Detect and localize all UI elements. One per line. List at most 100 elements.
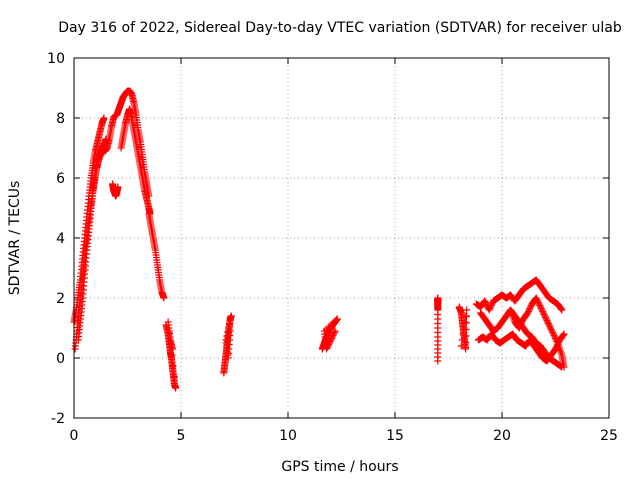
data-point: [462, 339, 470, 346]
data-point: [558, 306, 566, 314]
x-tick-labels: 0 5 10 15 20 25: [70, 428, 618, 444]
series-rise-3: [74, 135, 110, 344]
x-tick-label: 20: [493, 428, 511, 444]
data-point: [526, 305, 534, 312]
data-point: [325, 341, 333, 348]
data-point: [537, 303, 545, 311]
data-point: [168, 345, 176, 353]
x-tick-label: 15: [386, 428, 404, 444]
y-tick-label: 6: [56, 171, 65, 187]
data-point: [534, 299, 542, 306]
data-point: [330, 329, 338, 336]
data-point: [537, 305, 545, 312]
data-point: [487, 303, 495, 311]
data-point: [553, 338, 561, 345]
series-late-upper: [472, 276, 566, 314]
data-point: [326, 338, 334, 345]
data-point: [549, 330, 557, 338]
y-tick-label: 8: [56, 111, 65, 127]
data-point: [434, 357, 442, 365]
data-point: [459, 330, 467, 338]
data-point: [169, 362, 177, 370]
data-point: [560, 330, 568, 338]
data-point: [487, 302, 495, 309]
data-point: [534, 297, 542, 305]
data-point: [524, 309, 532, 317]
data-point: [225, 324, 233, 332]
y-tick-label: 2: [56, 291, 65, 307]
gridlines: [74, 58, 609, 418]
data-point: [324, 342, 332, 350]
data-point: [524, 308, 532, 315]
data-point: [460, 324, 468, 332]
data-point: [548, 327, 556, 335]
data-point: [331, 327, 339, 335]
data-point: [525, 306, 533, 314]
data-point: [100, 114, 108, 122]
data-point: [536, 302, 544, 309]
series-decline: [145, 210, 168, 302]
data-point: [539, 309, 547, 317]
data-point: [543, 317, 551, 324]
data-point: [227, 312, 235, 320]
x-tick-label: 5: [177, 428, 186, 444]
data-point: [552, 336, 560, 344]
data-point: [226, 316, 234, 324]
data-point: [542, 315, 550, 323]
data-point: [544, 320, 552, 327]
data-point: [160, 294, 168, 302]
series-pass-7.2: [220, 312, 235, 377]
x-axis-title: GPS time / hours: [281, 459, 398, 475]
x-tick-label: 25: [600, 428, 618, 444]
y-tick-label: 0: [56, 351, 65, 367]
series-pass-18.2: [455, 303, 471, 353]
data-point: [458, 336, 466, 344]
data-point: [462, 345, 470, 353]
x-tick-label: 0: [70, 428, 79, 444]
data-point: [330, 330, 338, 338]
data-point: [539, 308, 547, 315]
data-point: [463, 306, 471, 314]
x-tick-label: 10: [279, 428, 297, 444]
data-point: [462, 312, 470, 320]
series-cluster-1.9: [109, 180, 122, 200]
data-point: [102, 135, 110, 143]
data-point: [547, 326, 555, 333]
data-point: [559, 331, 567, 339]
data-point: [558, 363, 566, 371]
data-point: [557, 305, 565, 313]
y-tick-label: -2: [51, 411, 65, 427]
data-point: [226, 320, 234, 328]
data-point: [544, 318, 552, 326]
series-late-diag: [507, 306, 566, 371]
data-point: [486, 305, 494, 312]
chart-title: Day 316 of 2022, Sidereal Day-to-day VTE…: [58, 20, 622, 36]
data-point: [485, 306, 493, 314]
y-tick-labels: -2 0 2 4 6 8 10: [47, 51, 65, 427]
data-point: [462, 319, 470, 327]
data-point: [226, 327, 234, 335]
y-tick-label: 4: [56, 231, 65, 247]
data-point: [457, 342, 465, 350]
data-point: [533, 296, 541, 303]
data-point: [540, 311, 548, 318]
data-point: [542, 314, 550, 321]
data-point: [549, 329, 557, 336]
data-point: [323, 344, 331, 351]
plot-frame: [73, 57, 610, 419]
series-peak-inner: [117, 105, 154, 218]
series-pass-4.5: [162, 318, 180, 392]
data-point: [327, 336, 335, 344]
data-point: [547, 324, 555, 332]
data-point: [170, 373, 178, 381]
data-point: [114, 183, 122, 191]
data-point: [551, 333, 559, 341]
data-point: [552, 335, 559, 342]
data-point: [325, 339, 333, 347]
y-axis-title: SDTVAR / TECUs: [7, 181, 23, 296]
data-point: [546, 323, 554, 330]
series-pass-12: [318, 315, 341, 353]
y-tick-label: 10: [47, 51, 65, 67]
data-point: [323, 345, 331, 353]
